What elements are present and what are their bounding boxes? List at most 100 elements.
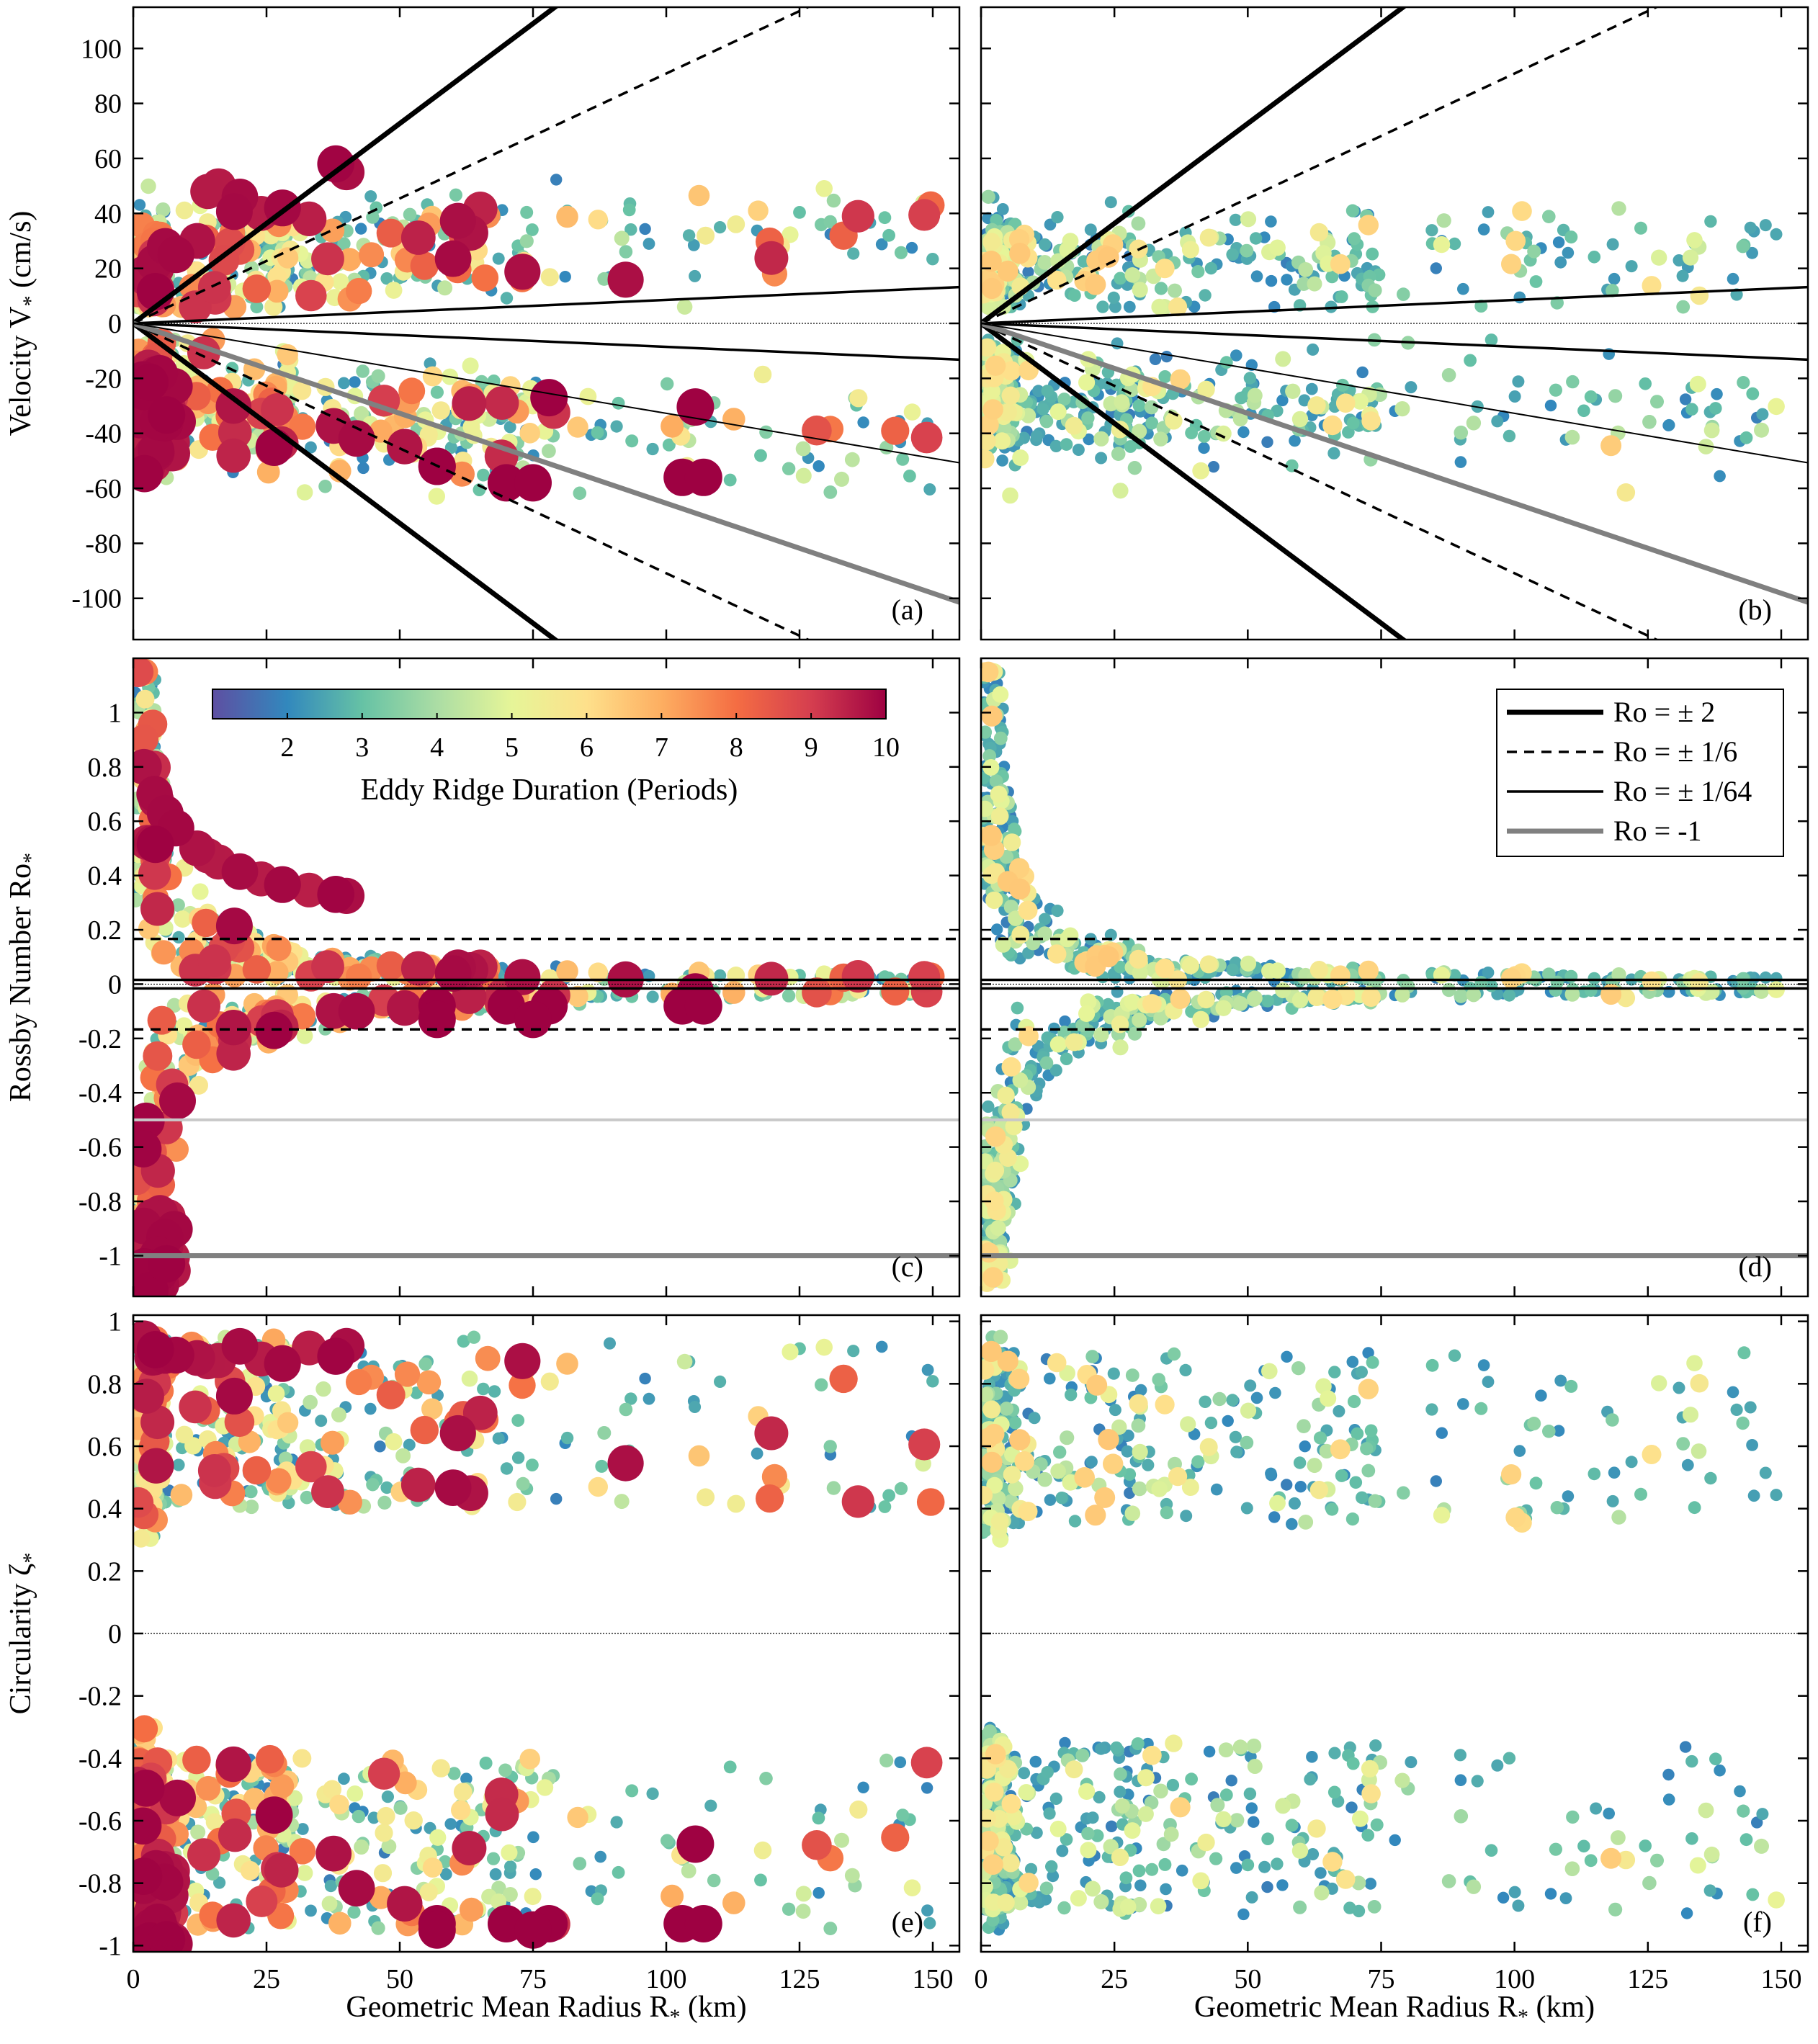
scatter-point [338, 377, 350, 390]
scatter-point [1562, 246, 1575, 259]
scatter-point [410, 1415, 439, 1445]
scatter-point [1065, 416, 1083, 435]
scatter-point [1441, 368, 1456, 382]
scatter-point [1127, 461, 1142, 475]
scatter-point [689, 269, 702, 282]
scatter-point [462, 418, 480, 436]
scatter-point [1397, 287, 1410, 301]
scatter-point [429, 1829, 447, 1846]
scatter-point [171, 898, 185, 913]
scatter-point [753, 1841, 772, 1860]
scatter-point [756, 1484, 784, 1513]
scatter-point [269, 1774, 295, 1798]
scatter-point [460, 1772, 473, 1785]
scatter-point [321, 218, 345, 243]
scatter-point [908, 1428, 941, 1461]
scatter-point [216, 1036, 251, 1071]
scatter-point [244, 1485, 258, 1499]
scatter-point [1170, 369, 1191, 390]
scatter-point [385, 282, 403, 299]
scatter-point [364, 1402, 377, 1415]
scatter-point [1275, 351, 1291, 367]
scatter-point [1240, 243, 1254, 258]
scatter-point [1322, 415, 1343, 436]
scatter-point [1226, 248, 1239, 261]
scatter-point [218, 1818, 252, 1852]
scatter-point [192, 883, 209, 900]
scatter-point [1123, 300, 1136, 313]
scatter-point [1361, 411, 1381, 431]
scatter-point [192, 908, 220, 938]
scatter-point [250, 300, 264, 314]
scatter-point [910, 421, 943, 454]
scatter-point [1298, 262, 1314, 277]
scatter-point [1261, 995, 1274, 1008]
scatter-point [338, 420, 375, 457]
scatter-point [1281, 274, 1293, 286]
scatter-point [380, 1481, 393, 1494]
scatter-point [133, 1807, 162, 1845]
scatter-point [1030, 429, 1043, 442]
scatter-point [331, 273, 349, 290]
scatter-point [1482, 206, 1495, 218]
scatter-point [1155, 259, 1175, 279]
scatter-point [1265, 215, 1277, 228]
scatter-point [1544, 399, 1557, 412]
scatter-point [1768, 398, 1785, 416]
scatter-point [133, 1130, 162, 1167]
scatter-point [759, 1772, 773, 1785]
scatter-point [1347, 232, 1361, 246]
scatter-point [727, 215, 745, 233]
scatter-point [338, 992, 375, 1030]
scatter-point [133, 1715, 158, 1743]
scatter-point [1041, 1031, 1054, 1044]
scatter-point [1298, 394, 1311, 407]
scatter-point [996, 454, 1008, 467]
scatter-point [761, 1463, 787, 1489]
scatter-point [1358, 215, 1379, 236]
scatter-point [357, 462, 370, 475]
scatter-point [1346, 416, 1360, 430]
scatter-point [376, 1380, 406, 1409]
scatter-point [138, 1448, 174, 1484]
scatter-point [331, 1407, 346, 1422]
scatter-point [624, 1392, 637, 1405]
scatter-point [428, 488, 445, 505]
scatter-point [1616, 483, 1636, 502]
scatter-point [519, 423, 540, 444]
scatter-point [560, 1431, 574, 1445]
scatter-point [277, 344, 298, 366]
scatter-point [296, 1865, 313, 1881]
scatter-point [982, 399, 1003, 420]
scatter-point [1226, 963, 1239, 977]
scatter-point [135, 689, 155, 709]
scatter-point [714, 221, 727, 234]
scatter-point [921, 1782, 933, 1794]
scatter-point [143, 1041, 173, 1071]
scatter-point [588, 962, 608, 982]
scatter-point [377, 1806, 395, 1826]
scatter-point [305, 441, 317, 454]
scatter-point [1001, 386, 1020, 405]
scatter-point [289, 1838, 316, 1865]
scatter-point [159, 1779, 196, 1816]
scatter-point [1297, 277, 1311, 292]
scatter-point [172, 931, 185, 943]
scatter-point [1237, 426, 1250, 439]
scatter-point [189, 1075, 208, 1095]
scatter-point [894, 1756, 907, 1769]
scatter-point [1009, 243, 1031, 264]
scatter-point [829, 1364, 858, 1394]
scatter-point [1132, 423, 1147, 439]
scatter-point [459, 1897, 484, 1922]
scatter-point [921, 1363, 934, 1376]
scatter-point [329, 1794, 349, 1815]
scatter-point [1529, 275, 1543, 288]
scatter-point [881, 1823, 910, 1852]
scatter-point [1011, 1001, 1024, 1015]
scatter-point [318, 480, 332, 493]
scatter-point [1550, 296, 1564, 310]
scatter-point [1554, 256, 1567, 269]
scatter-point [894, 246, 908, 259]
scatter-point [1770, 972, 1783, 985]
